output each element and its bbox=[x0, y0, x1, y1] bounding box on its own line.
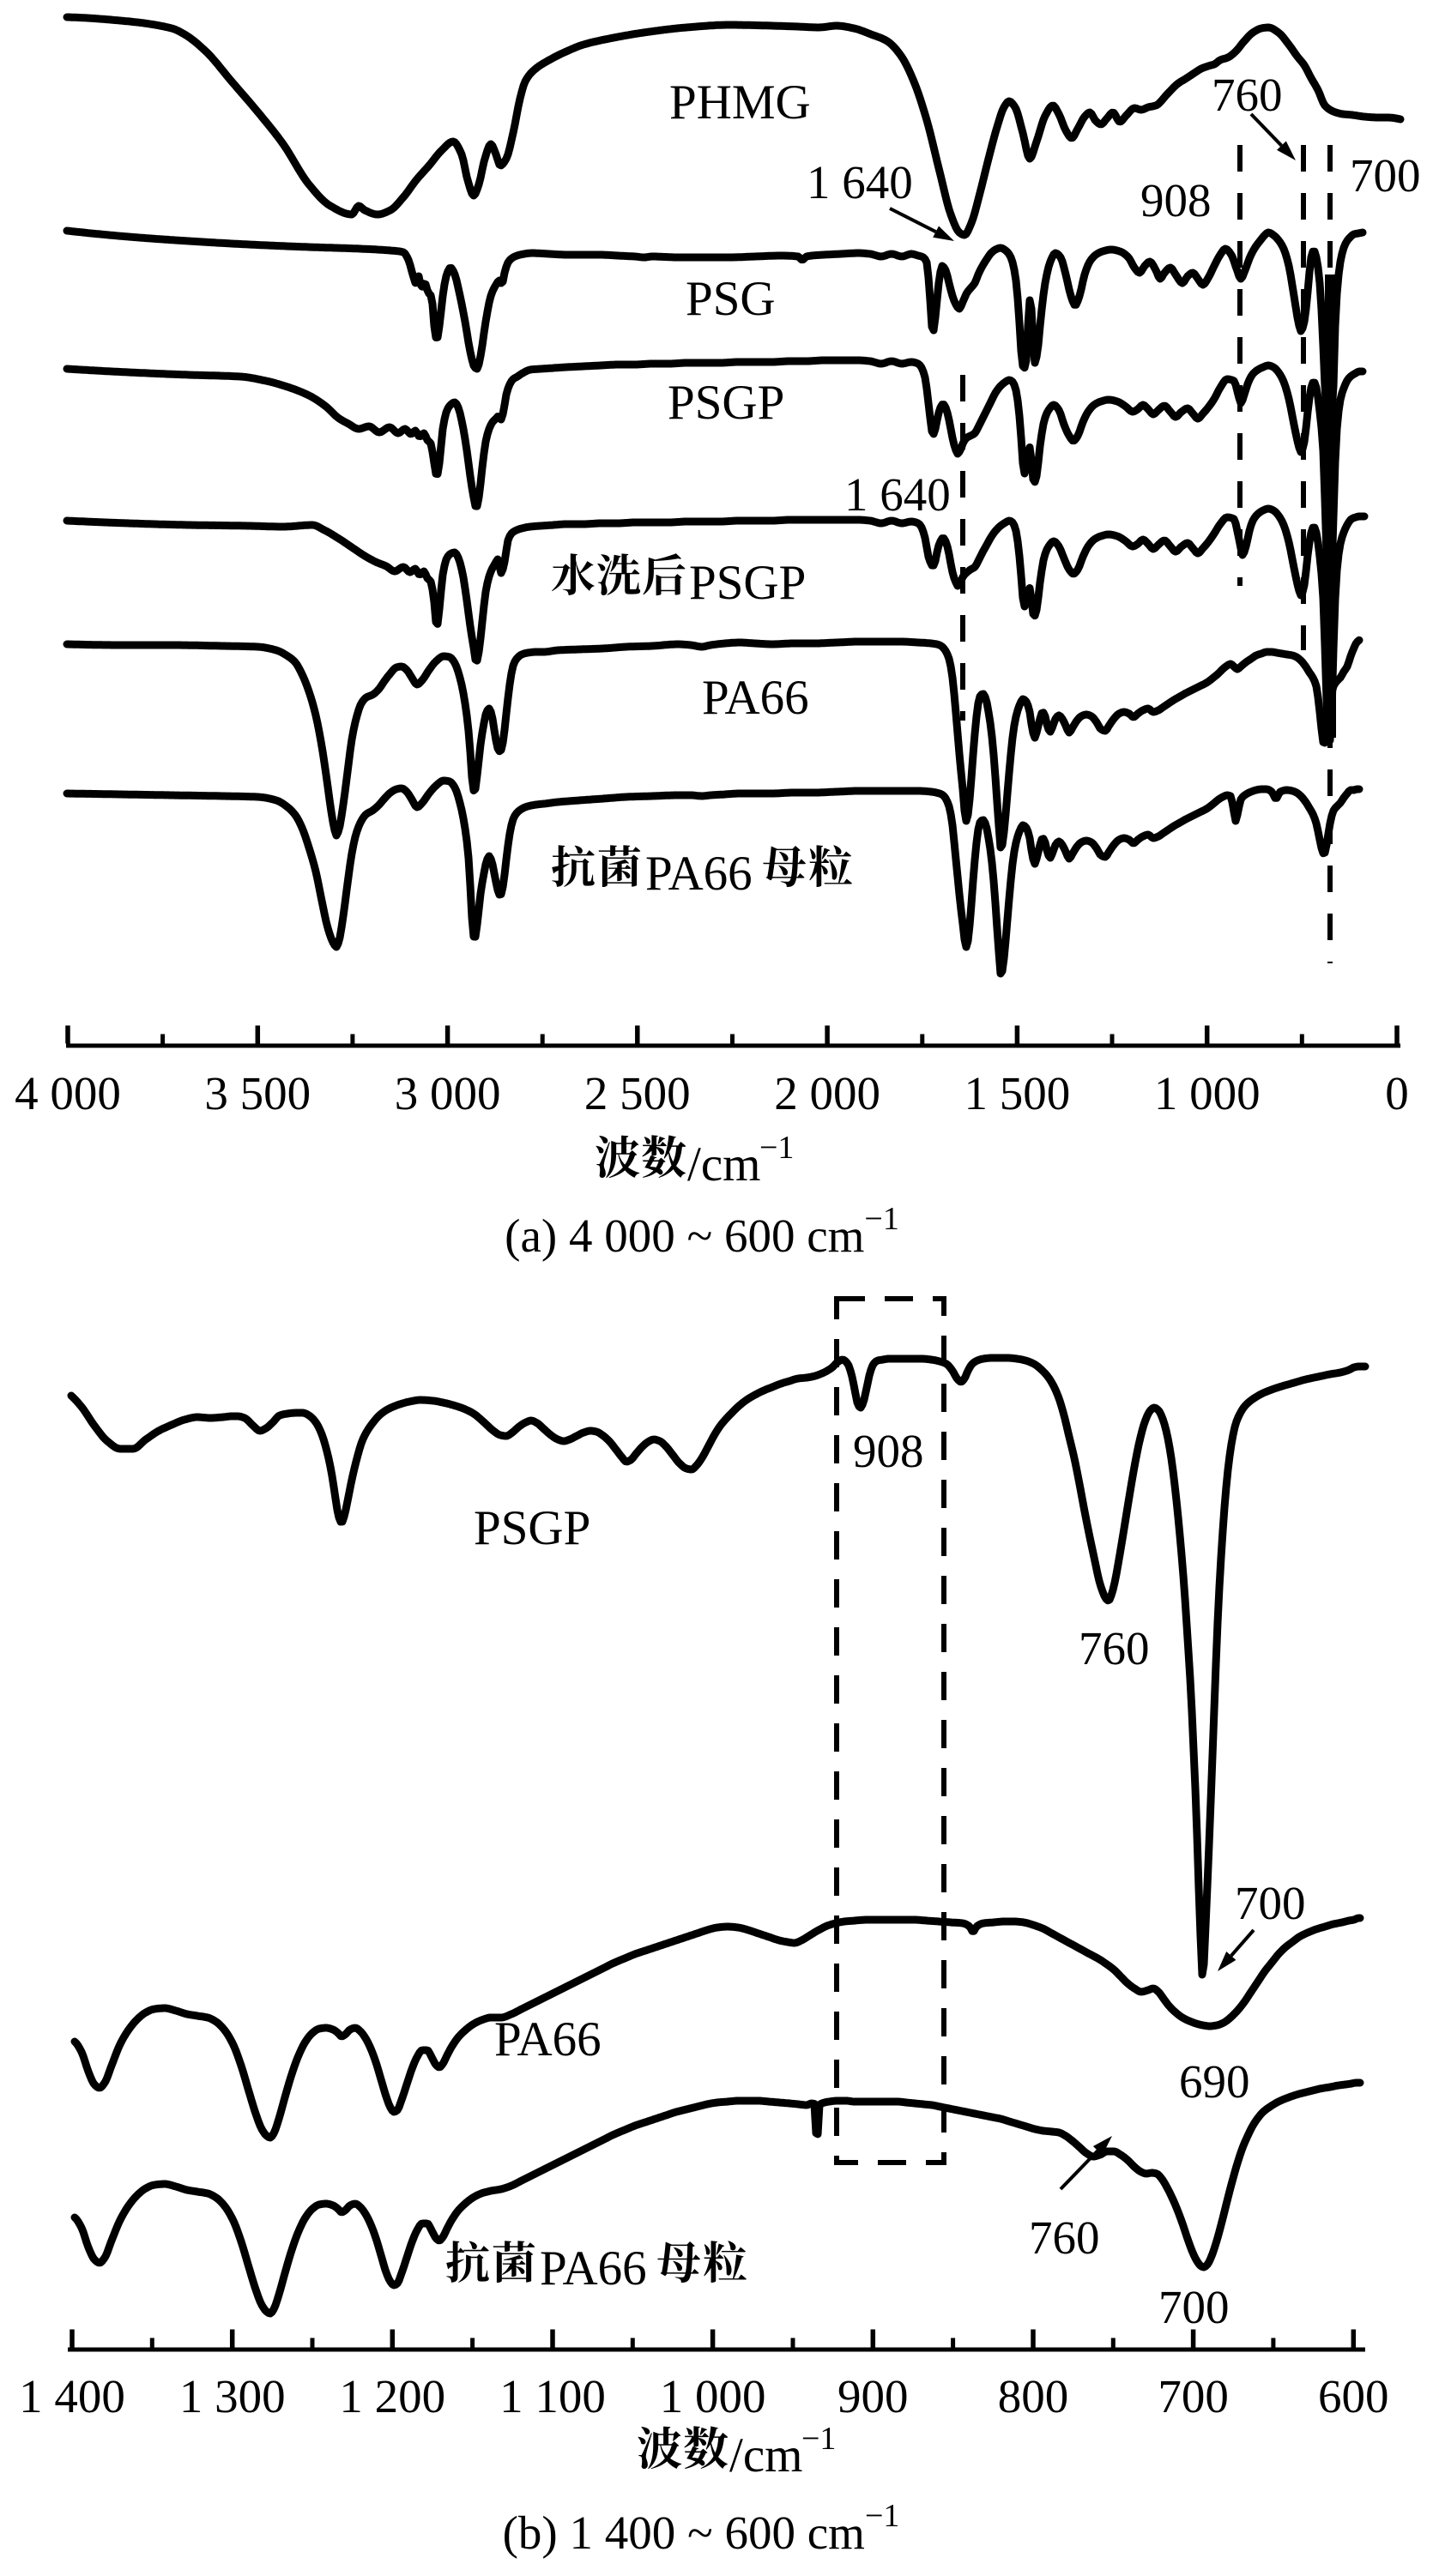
svg-text:/cm: /cm bbox=[687, 1137, 760, 1191]
svg-text:0: 0 bbox=[1385, 1067, 1409, 1119]
svg-text:908: 908 bbox=[853, 1425, 924, 1477]
svg-text:2 000: 2 000 bbox=[774, 1067, 880, 1119]
svg-text:1 500: 1 500 bbox=[964, 1067, 1071, 1119]
svg-text:700: 700 bbox=[1158, 2370, 1229, 2422]
svg-text:PSG: PSG bbox=[686, 272, 776, 326]
svg-text:700: 700 bbox=[1350, 149, 1421, 202]
svg-text:PA66: PA66 bbox=[494, 2012, 602, 2066]
svg-text:760: 760 bbox=[1079, 1622, 1150, 1674]
svg-text:PSGP: PSGP bbox=[668, 376, 784, 430]
svg-text:1 000: 1 000 bbox=[1154, 1067, 1261, 1119]
svg-text:1 000: 1 000 bbox=[660, 2370, 766, 2422]
svg-text:PA66: PA66 bbox=[645, 847, 753, 901]
svg-text:1 640: 1 640 bbox=[807, 156, 913, 208]
svg-text:760: 760 bbox=[1212, 69, 1283, 121]
svg-text:760: 760 bbox=[1029, 2211, 1100, 2264]
svg-text:1 300: 1 300 bbox=[179, 2370, 286, 2422]
svg-text:(b) 1 400 ~ 600 cm−1: (b) 1 400 ~ 600 cm−1 bbox=[503, 2498, 900, 2559]
svg-text:3 000: 3 000 bbox=[395, 1067, 501, 1119]
svg-text:/cm: /cm bbox=[729, 2428, 802, 2482]
svg-text:1 400: 1 400 bbox=[19, 2370, 125, 2422]
svg-text:600: 600 bbox=[1318, 2370, 1389, 2422]
svg-text:2 500: 2 500 bbox=[584, 1067, 691, 1119]
svg-text:1 100: 1 100 bbox=[499, 2370, 606, 2422]
svg-text:PA66: PA66 bbox=[702, 671, 809, 725]
svg-text:3 500: 3 500 bbox=[204, 1067, 311, 1119]
svg-text:690: 690 bbox=[1179, 2055, 1250, 2108]
svg-text:PSGP: PSGP bbox=[689, 556, 806, 610]
svg-text:PHMG: PHMG bbox=[669, 75, 811, 130]
svg-text:PA66: PA66 bbox=[540, 2241, 647, 2295]
svg-text:900: 900 bbox=[837, 2370, 909, 2422]
svg-text:4 000: 4 000 bbox=[15, 1067, 121, 1119]
svg-text:700: 700 bbox=[1158, 2281, 1230, 2333]
svg-text:−1: −1 bbox=[759, 1130, 794, 1166]
svg-text:−1: −1 bbox=[801, 2421, 836, 2457]
svg-text:(a) 4 000 ~ 600 cm−1: (a) 4 000 ~ 600 cm−1 bbox=[505, 1201, 899, 1262]
svg-text:800: 800 bbox=[998, 2370, 1069, 2422]
svg-text:908: 908 bbox=[1140, 174, 1212, 226]
svg-text:1 640: 1 640 bbox=[844, 468, 951, 521]
svg-text:700: 700 bbox=[1235, 1877, 1306, 1929]
svg-text:1 200: 1 200 bbox=[339, 2370, 445, 2422]
svg-text:PSGP: PSGP bbox=[474, 1501, 590, 1555]
